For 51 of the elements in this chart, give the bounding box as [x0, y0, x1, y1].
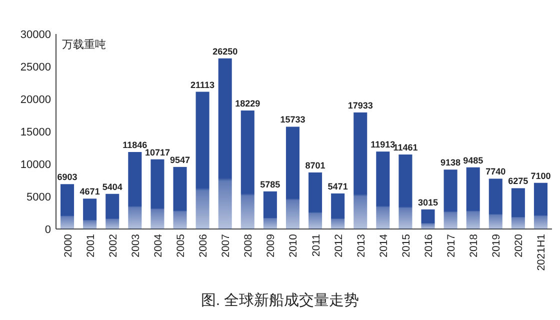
x-tick-label: 2010: [288, 234, 300, 258]
data-label: 21113: [190, 80, 215, 90]
x-tick-label: 2008: [242, 234, 255, 258]
y-tick-label: 10000: [20, 159, 51, 171]
x-tick-label: 2012: [332, 234, 345, 258]
data-label: 15733: [280, 114, 306, 125]
x-tick-label: 2005: [175, 234, 187, 258]
x-tick-label: 2016: [423, 234, 435, 258]
x-tick-label: 2000: [62, 234, 74, 258]
data-label: 6275: [508, 176, 528, 186]
x-tick-label: 2021H1: [536, 234, 548, 271]
data-label: 17933: [348, 100, 373, 110]
y-tick-label: 0: [44, 224, 51, 236]
data-label: 5404: [102, 182, 122, 192]
y-tick-label: 30000: [20, 29, 51, 41]
x-tick-label: 2002: [107, 234, 120, 258]
data-label: 26250: [212, 46, 238, 56]
data-label: 4671: [80, 186, 100, 197]
x-tick-label: 2001: [84, 234, 97, 258]
data-label: 6903: [57, 172, 78, 182]
y-tick-label: 15000: [20, 126, 51, 138]
x-tick-label: 2015: [400, 234, 412, 258]
data-label: 18229: [235, 98, 260, 109]
x-tick-label: 2017: [446, 234, 458, 258]
y-axis-title: 万载重吨: [62, 38, 106, 51]
data-label: 9547: [170, 154, 190, 165]
x-tick-label: 2011: [310, 234, 322, 257]
data-label: 7740: [486, 166, 506, 177]
y-tick-label: 25000: [20, 62, 51, 74]
y-tick-label: 5000: [26, 192, 51, 204]
text: 图. 全球新船成交量走势: [200, 292, 360, 309]
data-label: 7100: [530, 170, 551, 181]
data-label: 3015: [418, 197, 438, 208]
y-tick-label: 20000: [20, 94, 51, 106]
x-tick-label: 2019: [490, 234, 503, 258]
data-label: 11846: [122, 140, 148, 150]
data-label: 5471: [328, 181, 348, 192]
x-tick-label: 2003: [130, 234, 142, 258]
x-tick-label: 2004: [152, 234, 164, 258]
data-label: 8701: [305, 160, 326, 170]
x-tick-label: 2020: [513, 234, 526, 258]
x-tick-label: 2014: [378, 234, 390, 258]
x-tick-label: 2018: [468, 234, 480, 258]
data-label: 9138: [440, 158, 461, 168]
x-tick-label: 2009: [265, 234, 278, 258]
x-tick-label: 2006: [198, 234, 210, 258]
x-tick-label: 2007: [220, 234, 232, 258]
x-tick-label: 2013: [355, 234, 368, 258]
data-label: 9485: [463, 155, 484, 166]
data-label: 10717: [144, 147, 170, 158]
data-label: 5785: [260, 179, 280, 190]
